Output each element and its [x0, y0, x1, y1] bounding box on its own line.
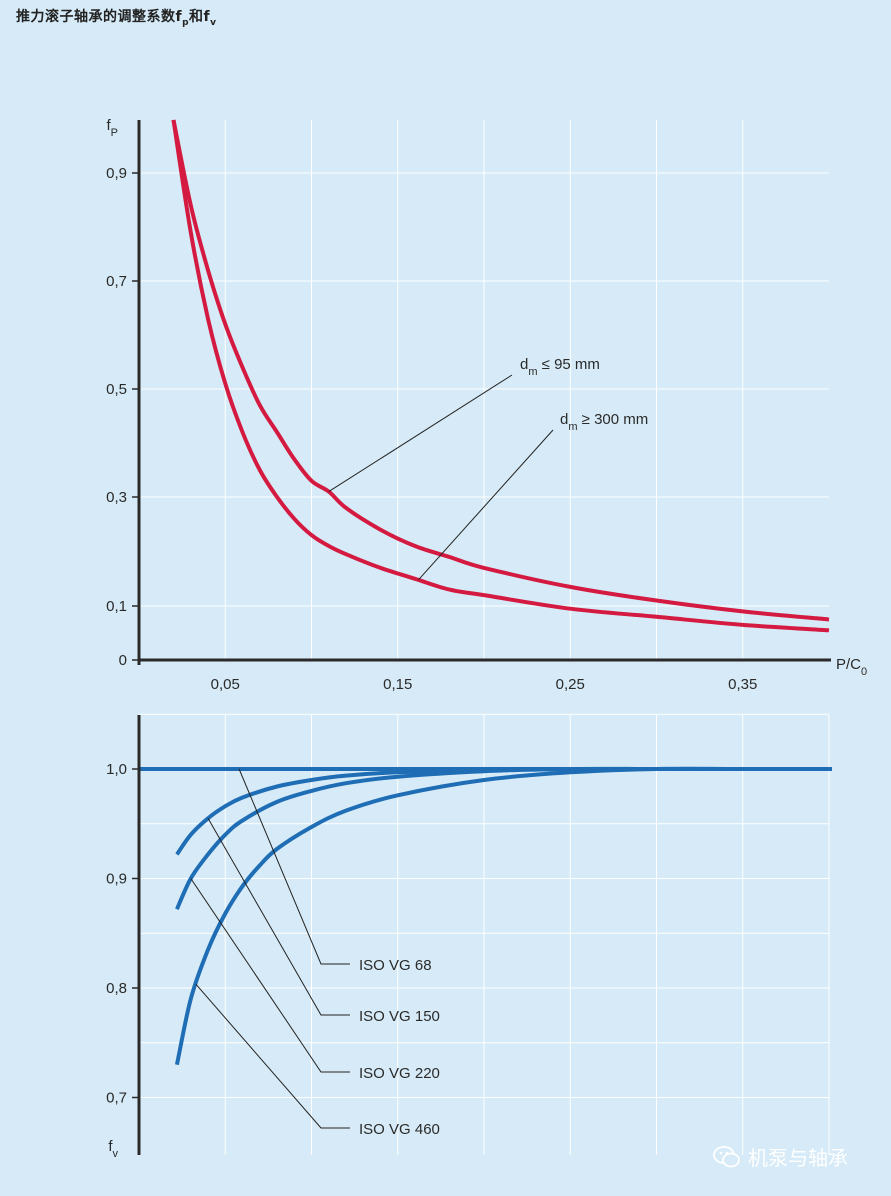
fp-y-tick-label: 0,9 — [106, 165, 127, 182]
fv-y-tick-label: 0,8 — [106, 980, 127, 997]
fp-curve-dm-95 — [171, 119, 830, 622]
fv-leader-iso-vg-150 — [207, 818, 350, 1016]
fp-y-tick-label: 0,1 — [106, 598, 127, 615]
fp-x-tick-label: 0,35 — [728, 676, 757, 693]
watermark: 机泵与轴承 — [712, 1142, 848, 1171]
fv-annotation-iso-vg-68: ISO VG 68 — [359, 957, 432, 974]
fv-leader-iso-vg-68 — [238, 768, 350, 965]
watermark-text: 机泵与轴承 — [748, 1146, 848, 1170]
fv-y-tick-label: 1,0 — [106, 761, 127, 778]
fv-curve-iso-vg-150 — [175, 766, 829, 856]
fp-x-tick-label: 0,25 — [556, 676, 585, 693]
fv-chart: 0,7 0,8 0,9 1,0 fv ISO VG 68 ISO VG 150 ISO VG … — [106, 713, 832, 1160]
fp-y-tick-label: 0,5 — [106, 381, 127, 398]
fv-y-axis-label: fv — [108, 1138, 118, 1160]
fp-chart: 0 0,1 0,3 0,5 0,7 0,9 0,05 0,15 0,25 0,35 fP P/C0 dm… — [106, 117, 867, 693]
fp-x-tick-label: 0,05 — [211, 676, 240, 693]
fv-leader-iso-vg-220 — [190, 878, 350, 1073]
wechat-icon — [713, 1145, 740, 1167]
fp-x-axis-label: P/C0 — [836, 656, 867, 678]
fp-y-tick-label: 0,3 — [106, 489, 127, 506]
fp-leader-dm-95 — [328, 374, 513, 493]
fp-leader-dm-300 — [418, 429, 554, 581]
chart-title: 推力滚子轴承的调整系数fp和fv — [16, 9, 217, 28]
fp-y-tick-label: 0 — [119, 652, 127, 669]
fv-curve-iso-vg-220 — [175, 766, 829, 911]
fv-curve-iso-vg-460 — [174, 766, 829, 1066]
fv-annotation-iso-vg-150: ISO VG 150 — [359, 1008, 440, 1025]
fv-annotation-iso-vg-460: ISO VG 460 — [359, 1121, 440, 1138]
fp-x-tick-label: 0,15 — [383, 676, 412, 693]
fp-annotation-dm-95: dm ≤ 95 mm — [520, 356, 600, 378]
fv-y-tick-label: 0,7 — [106, 1090, 127, 1107]
fv-y-tick-label: 0,9 — [106, 871, 127, 888]
fp-curve-dm-300 — [171, 119, 830, 633]
fp-annotation-dm-300: dm ≥ 300 mm — [560, 411, 648, 433]
fp-y-tick-label: 0,7 — [106, 273, 127, 290]
fp-y-axis-label: fP — [106, 117, 118, 139]
fv-leader-iso-vg-460 — [195, 983, 350, 1129]
fv-annotation-iso-vg-220: ISO VG 220 — [359, 1065, 440, 1082]
